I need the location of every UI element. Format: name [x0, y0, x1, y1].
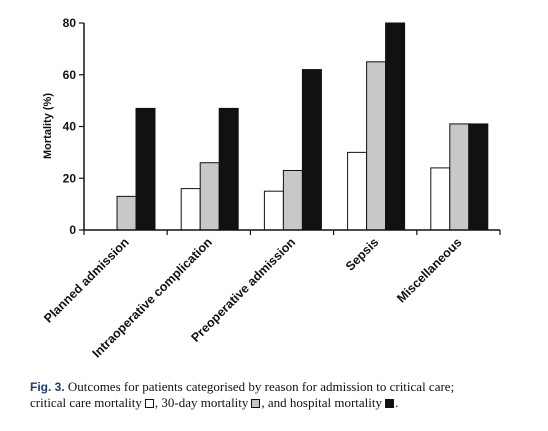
- y-tick-label: 0: [69, 223, 76, 237]
- category-label: Miscellaneous: [394, 235, 464, 305]
- bars-group: [116, 22, 489, 231]
- legend-swatch-critical-care: [144, 399, 154, 408]
- figure-label: Fig. 3.: [30, 380, 65, 394]
- bar-1-cat-3: [263, 190, 284, 231]
- y-tick-label: 80: [63, 16, 77, 30]
- y-ticks-group: 0 20 40 60 80: [63, 16, 84, 237]
- caption-hospital-text: , and hospital mortality: [261, 395, 382, 410]
- bar-3-cat-2: [218, 107, 239, 231]
- bar-1-cat-2: [180, 188, 201, 231]
- legend-swatch-hospital: [385, 399, 394, 408]
- caption-line1: Outcomes for patients categorised by rea…: [67, 379, 455, 394]
- caption-end: .: [395, 395, 399, 410]
- bar-2-cat-1: [116, 195, 137, 231]
- category-label: Sepsis: [343, 235, 381, 273]
- bar-chart: 0 20 40 60 80 Planned admissionIntraoperativ…: [41, 16, 501, 361]
- bar-1-cat-5: [430, 167, 451, 231]
- bar-2-cat-5: [449, 123, 470, 231]
- figure-caption: Fig. 3. Outcomes for patients categorise…: [30, 379, 530, 411]
- caption-critical-care-text: critical care mortality: [30, 395, 142, 410]
- bar-1-cat-4: [347, 151, 368, 231]
- legend-swatch-30day: [251, 399, 261, 408]
- bar-3-cat-4: [385, 22, 406, 231]
- bar-3-cat-1: [135, 107, 156, 231]
- y-axis-title: Mortality (%): [42, 93, 54, 159]
- y-tick-label: 20: [63, 171, 77, 185]
- caption-30day-text: , 30-day mortality: [154, 395, 249, 410]
- bar-3-cat-3: [301, 69, 322, 231]
- bar-2-cat-3: [282, 169, 303, 231]
- y-tick-label: 60: [63, 68, 77, 82]
- bar-3-cat-5: [468, 123, 489, 231]
- category-label: Planned admission: [41, 235, 131, 325]
- y-tick-label: 40: [63, 120, 77, 134]
- bar-2-cat-2: [199, 162, 220, 231]
- bar-2-cat-4: [366, 61, 387, 231]
